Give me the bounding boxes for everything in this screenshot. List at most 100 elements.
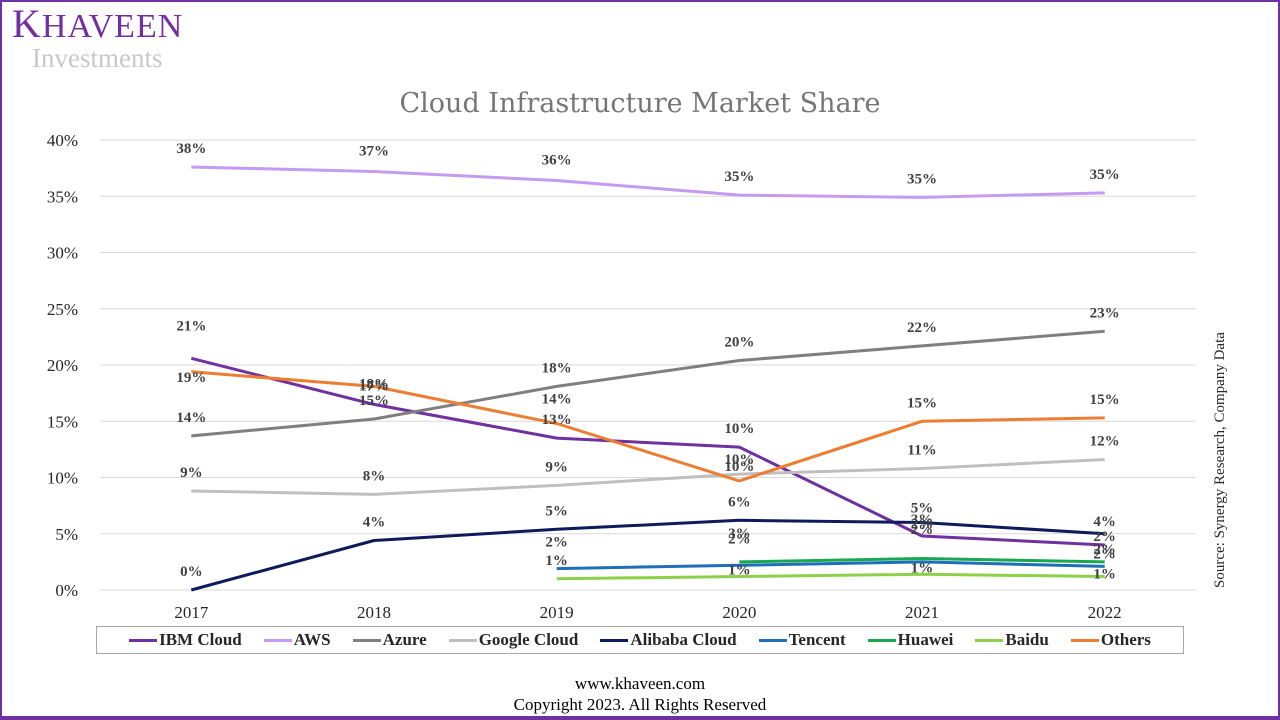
legend-label: Tencent	[788, 630, 846, 649]
data-label: 2%	[911, 517, 934, 533]
data-label: 15%	[907, 395, 937, 411]
x-tick-label: 2021	[905, 603, 939, 622]
series-line	[191, 165, 1105, 199]
series-alibaba-cloud	[190, 518, 1105, 592]
data-label: 14%	[176, 410, 206, 426]
series-lines	[190, 165, 1105, 592]
data-label: 35%	[907, 171, 937, 187]
y-tick-label: 35%	[47, 187, 78, 206]
legend-item: Baidu	[975, 630, 1049, 650]
y-axis-ticks: 0% 5% 10% 15% 20% 25% 30% 35% 40%	[47, 131, 78, 600]
series-huawei	[739, 557, 1105, 564]
legend-swatch	[867, 638, 896, 642]
legend-item: Tencent	[758, 630, 846, 650]
data-label: 10%	[724, 459, 754, 475]
legend-swatch	[352, 638, 381, 642]
data-label: 10%	[724, 452, 754, 468]
legend-swatch	[448, 638, 477, 642]
data-label: 5%	[911, 501, 934, 517]
series-azure	[191, 329, 1105, 438]
data-label: 3%	[728, 526, 751, 542]
legend-item: Google Cloud	[448, 630, 579, 650]
series-aws	[191, 165, 1105, 199]
data-label: 35%	[724, 169, 754, 185]
source-note: Source: Synergy Research, Company Data	[1212, 332, 1228, 588]
data-label: 11%	[907, 443, 936, 459]
series-line	[191, 370, 1105, 483]
legend-swatch	[129, 638, 158, 642]
legend-item: Azure	[352, 630, 427, 650]
brand-logo: KHAVEEN Investments	[12, 4, 183, 73]
y-tick-label: 15%	[47, 412, 78, 431]
legend-label: Others	[1100, 630, 1151, 649]
legend-label: IBM Cloud	[159, 630, 242, 649]
footer-copyright: Copyright 2023. All Rights Reserved	[513, 695, 767, 714]
y-tick-label: 40%	[47, 131, 78, 150]
legend-label: AWS	[293, 630, 331, 649]
data-labels: 21%17%13%10%3%2%38% 37%36%35% 35% 35%14%15%…	[176, 141, 1119, 583]
legend-item: Huawei	[867, 630, 954, 650]
x-tick-label: 2020	[722, 603, 756, 622]
legend-swatch	[263, 638, 292, 642]
series-tencent	[556, 560, 1105, 571]
chart-title: Cloud Infrastructure Market Share	[399, 88, 881, 119]
data-label: 2%	[1093, 546, 1116, 562]
data-label: 23%	[1090, 305, 1120, 321]
data-label: 5%	[545, 503, 568, 519]
data-label: 1%	[1093, 567, 1116, 583]
series-line	[191, 329, 1105, 438]
x-tick-label: 2019	[540, 603, 574, 622]
data-label: 13%	[542, 412, 572, 428]
series-line	[191, 458, 1105, 496]
footer: www.khaveen.com Copyright 2023. All Righ…	[0, 673, 1280, 715]
series-line	[190, 518, 1105, 592]
series-line	[190, 356, 1105, 547]
data-label: 2%	[728, 531, 751, 547]
data-label: 17%	[359, 378, 389, 394]
data-label: 1%	[545, 553, 568, 569]
brand-subtitle: Investments	[32, 43, 163, 73]
gridlines	[100, 139, 1196, 591]
data-label: 18%	[359, 376, 389, 392]
y-tick-label: 20%	[47, 356, 78, 375]
data-label: 6%	[728, 494, 751, 510]
data-label: 1%	[911, 560, 934, 576]
legend-swatch	[600, 638, 629, 642]
data-label: 14%	[542, 392, 572, 408]
legend-label: Baidu	[1005, 630, 1049, 649]
legend-item: IBM Cloud	[129, 630, 242, 650]
legend-label: Google Cloud	[478, 630, 579, 649]
legend-swatch	[758, 638, 787, 642]
footer-website[interactable]: www.khaveen.com	[574, 674, 706, 693]
x-tick-label: 2018	[357, 603, 391, 622]
data-label: 0%	[180, 564, 203, 580]
data-label: 37%	[359, 144, 389, 160]
y-tick-label: 10%	[47, 469, 78, 488]
brand-name: KHAVEEN	[12, 4, 183, 45]
legend-swatch	[975, 638, 1004, 642]
data-label: 19%	[176, 370, 206, 386]
x-tick-label: 2022	[1088, 603, 1122, 622]
data-label: 15%	[1090, 392, 1120, 408]
data-label: 21%	[176, 318, 206, 334]
data-label: 18%	[542, 360, 572, 376]
brand-name-initial: K	[12, 1, 42, 46]
data-label: 2%	[1093, 529, 1116, 545]
y-tick-label: 5%	[55, 525, 78, 544]
data-label: 4%	[363, 515, 386, 531]
series-line	[556, 560, 1105, 571]
legend-item: AWS	[263, 630, 331, 650]
legend-label: Huawei	[897, 630, 954, 649]
x-axis-ticks: 2017 2018 2019 2020 2021 2022	[174, 603, 1121, 622]
x-tick-label: 2017	[174, 603, 209, 622]
data-label: 35%	[1090, 167, 1120, 183]
data-label: 36%	[542, 153, 572, 169]
series-google-cloud	[191, 458, 1105, 496]
data-label: 12%	[1090, 434, 1120, 450]
chart-legend: IBM Cloud AWS Azure Google Cloud Alibaba Clo…	[96, 626, 1184, 654]
legend-item: Others	[1070, 630, 1151, 650]
data-label: 38%	[176, 141, 206, 157]
data-label: 20%	[724, 335, 754, 351]
data-label: 15%	[359, 393, 389, 409]
